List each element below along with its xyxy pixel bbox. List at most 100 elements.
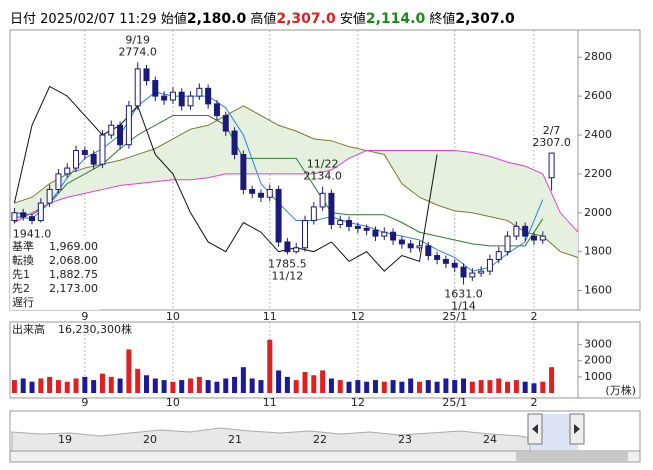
volume-bar (55, 380, 61, 393)
candle-body (398, 239, 405, 245)
navigator-label: 24 (483, 433, 497, 446)
candle-body (469, 272, 476, 278)
x-tick-label: 10 (166, 396, 180, 409)
candle-body (346, 220, 353, 227)
cloud (14, 105, 579, 258)
y-tick-label: 2600 (584, 89, 612, 102)
annotation-price: 1631.0 (444, 288, 483, 301)
candle-body (205, 87, 212, 105)
candle-body (548, 152, 555, 179)
volume-unit: (万株) (605, 383, 636, 397)
high-value: 2,307.0 (276, 11, 336, 27)
label: 始値 (160, 12, 187, 27)
volume-bar (461, 378, 467, 393)
x-tick-label: 2 (530, 310, 537, 323)
candle-body (416, 245, 423, 249)
candle-body (152, 80, 159, 97)
volume-bar (240, 367, 246, 393)
candle-body (293, 247, 300, 253)
y-tick-label: 1000 (584, 370, 612, 383)
volume-bar (249, 378, 255, 393)
volume-bar (223, 378, 229, 393)
candle-body (381, 231, 388, 237)
x-tick-label: 9 (81, 310, 88, 323)
volume-bar (390, 380, 396, 393)
candle-body (169, 91, 176, 101)
candle-body (266, 188, 273, 198)
handle-arrow (532, 424, 538, 434)
candle-body (434, 255, 441, 260)
candle-body (328, 192, 335, 225)
legend-value: 1,969.00 (49, 240, 98, 253)
label: 高値 (250, 12, 277, 27)
volume-bar (531, 383, 537, 393)
volume-total: 16,230,300株 (58, 322, 132, 336)
x-tick-label: 2 (530, 396, 537, 409)
x-tick-label: 12 (351, 396, 365, 409)
y-tick-label: 3000 (584, 338, 612, 351)
volume-bar (214, 381, 220, 393)
volume-bar (170, 381, 176, 393)
volume-frame (9, 321, 641, 399)
candle-body (284, 241, 291, 253)
y-tick-label: 2000 (584, 206, 612, 219)
candle-body (46, 188, 53, 204)
candle-body (222, 115, 229, 132)
legend-name: 遅行 (12, 296, 34, 309)
scrollbar[interactable] (9, 450, 641, 463)
candle-body (513, 225, 520, 237)
candle-body (460, 266, 467, 278)
candle-body (407, 243, 414, 249)
volume-bar (161, 380, 167, 393)
x-tick-label: 25/1 (442, 396, 467, 409)
candle-body (81, 150, 88, 155)
y-tick-label: 1800 (584, 245, 612, 258)
candle-body (522, 225, 529, 237)
volume-bar (126, 349, 132, 393)
y-tick-label: 2200 (584, 167, 612, 180)
candle-body (90, 153, 97, 165)
volume-bar (73, 378, 79, 393)
volume-bar (267, 339, 273, 393)
legend-value: 2,068.00 (49, 254, 98, 267)
x-tick-label: 9 (81, 396, 88, 409)
scrollbar-thumb[interactable] (516, 452, 628, 461)
annotation-price: 2307.0 (532, 136, 571, 149)
candle-body (37, 202, 44, 222)
low-value: 2,114.0 (365, 11, 426, 27)
volume-bar (38, 378, 44, 393)
candle-body (249, 188, 256, 194)
volume-bar (47, 376, 53, 393)
candle-body (504, 235, 511, 253)
y-tick-label: 2800 (584, 50, 612, 63)
volume-bar (205, 380, 211, 393)
candle-body (196, 87, 203, 97)
legend-name: 先1 (12, 268, 30, 281)
candle-body (231, 130, 238, 155)
volume-title: 出来高 (12, 322, 45, 336)
candle-body (20, 212, 27, 218)
annotation-date: 2/7 (543, 124, 561, 137)
volume-bar (381, 381, 387, 393)
volume-bar (117, 378, 123, 393)
header: 日付 2025/02/07 11:29 始値2,180.0 高値2,307.0 … (10, 8, 515, 27)
open-value: 2,180.0 (186, 11, 247, 27)
candle-body (73, 150, 80, 169)
volume-bar (469, 381, 475, 393)
volume-bar (399, 381, 405, 393)
candle-body (108, 124, 115, 136)
volume-bar (320, 370, 326, 393)
navigator-label: 23 (398, 433, 412, 446)
volume-bar (99, 373, 105, 393)
legend-value: 2,173.00 (49, 282, 98, 295)
candle-body (354, 225, 361, 229)
volume-bar (302, 372, 308, 393)
annotation-date: 11/12 (272, 269, 304, 282)
volume-bar (196, 376, 202, 393)
candle-body (337, 220, 344, 225)
annotation-price: 1941.0 (13, 227, 52, 240)
candle-body (390, 231, 397, 241)
volume-bar (496, 378, 502, 393)
ichimoku-line (13, 85, 438, 272)
ichimoku-line (14, 150, 579, 233)
